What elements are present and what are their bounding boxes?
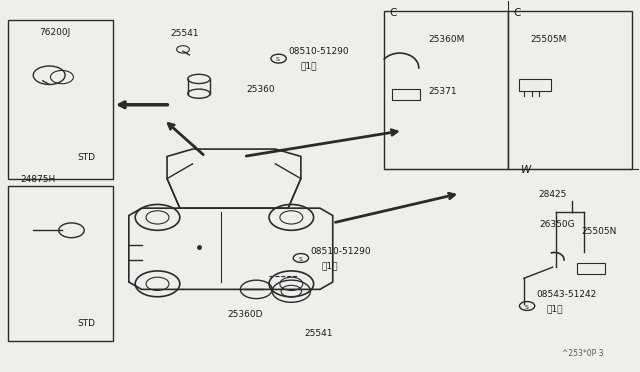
Text: 25360M: 25360M bbox=[428, 35, 465, 44]
Text: （1）: （1） bbox=[322, 261, 339, 270]
Text: C: C bbox=[390, 8, 397, 18]
Text: 25360D: 25360D bbox=[228, 310, 263, 319]
Text: C: C bbox=[514, 8, 521, 18]
Text: 28425: 28425 bbox=[538, 190, 567, 199]
Text: （1）: （1） bbox=[301, 61, 317, 70]
Text: STD: STD bbox=[78, 153, 96, 162]
Text: 24875H: 24875H bbox=[20, 175, 56, 184]
FancyBboxPatch shape bbox=[519, 78, 551, 91]
Text: S: S bbox=[276, 57, 280, 62]
Text: STD: STD bbox=[78, 319, 96, 328]
Text: 25541: 25541 bbox=[304, 328, 333, 337]
Text: 25541: 25541 bbox=[170, 29, 199, 38]
Text: （1）: （1） bbox=[546, 305, 563, 314]
Text: 08510-51290: 08510-51290 bbox=[288, 47, 349, 56]
Text: W: W bbox=[521, 165, 531, 175]
Text: 25360: 25360 bbox=[246, 85, 275, 94]
FancyBboxPatch shape bbox=[384, 11, 508, 169]
Text: 25371: 25371 bbox=[428, 87, 457, 96]
FancyBboxPatch shape bbox=[8, 20, 113, 179]
Text: 25505M: 25505M bbox=[531, 35, 566, 44]
FancyBboxPatch shape bbox=[392, 89, 420, 100]
Text: 76200J: 76200J bbox=[40, 28, 71, 36]
FancyBboxPatch shape bbox=[508, 11, 632, 169]
Text: 25505N: 25505N bbox=[581, 227, 616, 236]
Text: 26350G: 26350G bbox=[540, 219, 575, 229]
Text: ^253*0P 3: ^253*0P 3 bbox=[562, 349, 604, 358]
Text: 08543-51242: 08543-51242 bbox=[537, 290, 597, 299]
Text: S: S bbox=[525, 305, 529, 310]
Text: 08510-51290: 08510-51290 bbox=[310, 247, 371, 256]
FancyBboxPatch shape bbox=[577, 263, 605, 273]
Text: S: S bbox=[298, 257, 302, 262]
FancyBboxPatch shape bbox=[8, 186, 113, 341]
